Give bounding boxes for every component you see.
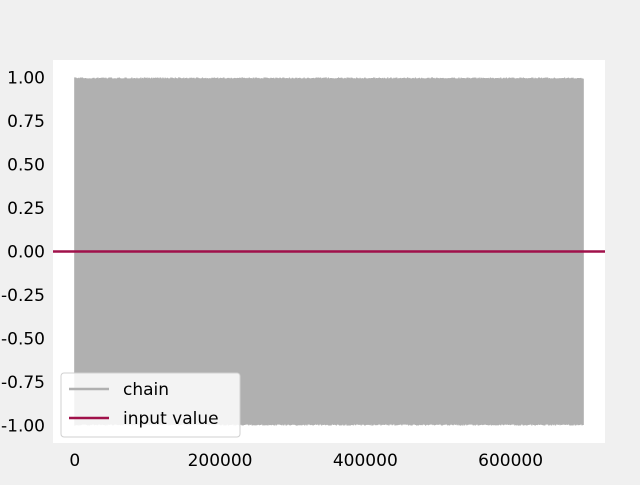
y-tick-label: 0.50 [7, 155, 45, 175]
x-tick-labels: 0 200000 400000 600000 [69, 451, 543, 471]
legend-label: chain [123, 380, 169, 400]
y-tick-label: 0.25 [7, 199, 45, 219]
x-tick-label: 600000 [478, 451, 543, 471]
y-tick-label: 0.00 [7, 243, 45, 263]
y-tick-label: -1.00 [1, 417, 45, 437]
y-tick-label: 1.00 [7, 68, 45, 88]
y-tick-labels: 1.00 0.75 0.50 0.25 0.00 -0.25 -0.50 -0.75 -1.00 [1, 68, 45, 436]
x-tick-label: 0 [69, 451, 80, 471]
legend-label: input value [123, 409, 219, 429]
x-tick-label: 200000 [188, 451, 253, 471]
y-tick-label: -0.75 [1, 373, 45, 393]
y-tick-label: -0.50 [1, 330, 45, 350]
x-tick-label: 400000 [333, 451, 398, 471]
y-tick-label: 0.75 [7, 112, 45, 132]
y-tick-label: -0.25 [1, 286, 45, 306]
series-layer [53, 77, 605, 426]
legend: chain input value [60, 372, 241, 438]
